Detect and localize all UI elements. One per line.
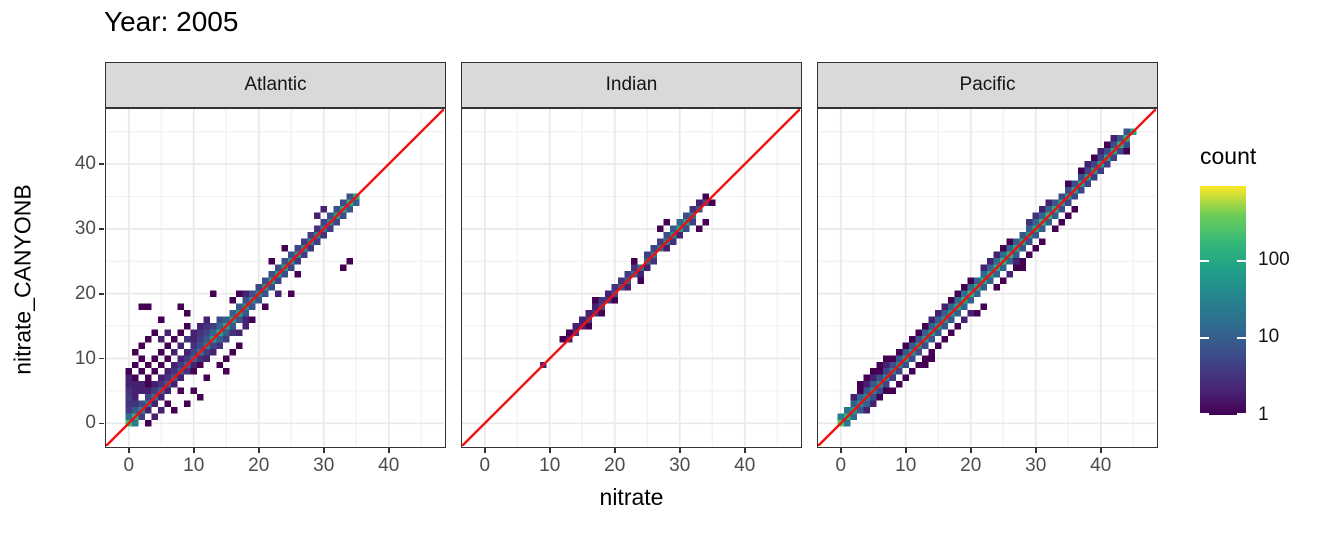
bin2d-plot-indian (462, 109, 800, 446)
x-tick-mark (193, 448, 195, 453)
x-tick-mark (970, 448, 972, 453)
x-tick-label: 20 (248, 455, 270, 476)
facet-panel-atlantic (105, 108, 446, 448)
legend-title: count (1200, 143, 1257, 169)
facet-panel-pacific (817, 108, 1158, 448)
y-tick-label: 10 (74, 347, 96, 369)
facet-strip-atlantic: Atlantic (105, 62, 446, 108)
x-tick-mark (549, 448, 551, 453)
legend-tick-mark (1237, 413, 1246, 415)
plot-title: Year: 2005 (104, 6, 239, 37)
x-tick-mark (614, 448, 616, 453)
bin2d-plot-pacific (818, 109, 1156, 446)
y-tick-mark (99, 163, 104, 165)
legend-tick-mark (1237, 337, 1246, 340)
x-tick-label: 0 (123, 455, 135, 476)
legend-tick-mark (1200, 337, 1209, 340)
x-tick-label: 40 (1090, 455, 1112, 476)
x-tick-mark (258, 448, 260, 453)
bin2d-plot-atlantic (106, 109, 444, 446)
x-tick-mark (1100, 448, 1102, 453)
x-tick-mark (744, 448, 746, 453)
x-tick-label: 40 (734, 455, 756, 476)
x-tick-mark (484, 448, 486, 453)
x-tick-label: 30 (1025, 455, 1047, 476)
legend-colorbar (1200, 186, 1246, 415)
x-tick-mark (388, 448, 390, 453)
facet-strip-label: Indian (605, 74, 658, 95)
facet-strip-pacific: Pacific (817, 62, 1158, 108)
facet-panel-indian (461, 108, 802, 448)
y-tick-label: 40 (74, 153, 96, 175)
x-tick-mark (1035, 448, 1037, 453)
x-tick-label: 20 (604, 455, 626, 476)
y-tick-label: 30 (74, 217, 96, 239)
x-tick-mark (905, 448, 907, 453)
legend-tick-mark (1200, 259, 1209, 262)
x-tick-label: 10 (539, 455, 561, 476)
facet-strip-label: Pacific (959, 74, 1016, 95)
x-tick-label: 0 (479, 455, 491, 476)
y-tick-label: 20 (74, 282, 96, 304)
x-tick-mark (679, 448, 681, 453)
x-tick-label: 40 (378, 455, 400, 476)
y-tick-mark (99, 228, 104, 230)
y-axis-title: nitrate_CANYONB (9, 184, 36, 375)
x-tick-mark (128, 448, 130, 453)
legend-tick-mark (1200, 413, 1209, 415)
x-tick-label: 30 (669, 455, 691, 476)
x-axis-title: nitrate (599, 484, 664, 510)
x-tick-mark (323, 448, 325, 453)
x-tick-label: 10 (183, 455, 205, 476)
y-tick-mark (99, 422, 104, 425)
legend-tick-label: 1 (1258, 404, 1269, 425)
facet-strip-label: Atlantic (244, 74, 307, 95)
legend-tick-label: 100 (1258, 248, 1290, 270)
y-tick-mark (99, 357, 104, 360)
x-tick-label: 20 (960, 455, 982, 476)
y-tick-mark (99, 292, 104, 295)
y-tick-label: 0 (85, 412, 96, 434)
x-tick-label: 0 (835, 455, 847, 476)
facet-strip-indian: Indian (461, 62, 802, 108)
x-tick-mark (840, 448, 842, 453)
legend-tick-label: 10 (1258, 326, 1280, 348)
legend-tick-mark (1237, 259, 1246, 262)
x-tick-label: 30 (313, 455, 335, 476)
x-tick-label: 10 (895, 455, 917, 476)
